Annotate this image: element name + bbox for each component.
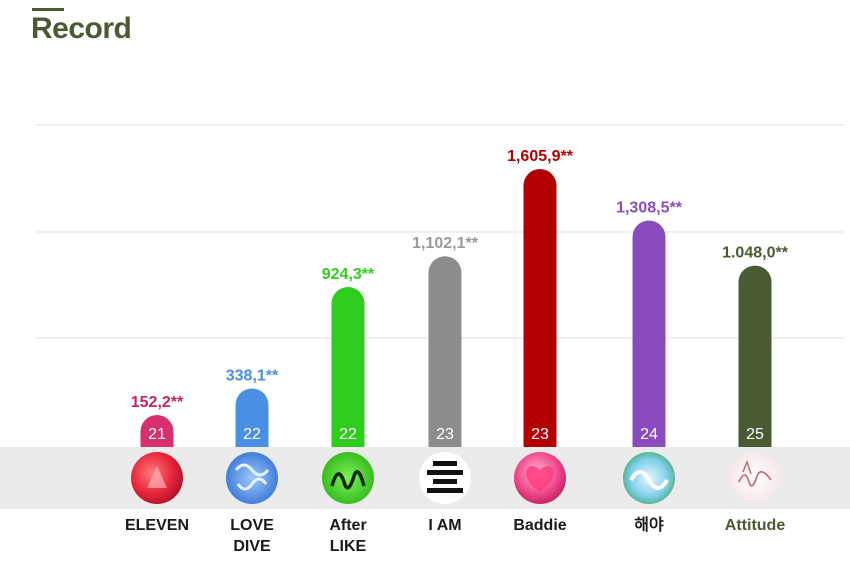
eleven-cover-icon (131, 452, 183, 504)
bar-number: 23 (436, 426, 454, 443)
bar-number: 22 (243, 426, 261, 443)
bar-number: 22 (339, 426, 357, 443)
category-label: Attitude (700, 515, 810, 536)
category-label-line: LIKE (329, 538, 367, 555)
haeya-cover-icon (623, 452, 675, 504)
bar (738, 265, 772, 447)
category-label: I AM (390, 515, 500, 536)
bar (331, 286, 365, 447)
category-label: Baddie (485, 515, 595, 536)
category-label-line: 해야 (634, 517, 664, 534)
value-label: 1,605,9** (507, 148, 574, 165)
bar (632, 220, 666, 447)
value-label: 338,1** (226, 367, 279, 384)
value-label: 1,308,5** (616, 199, 683, 216)
bar (523, 169, 557, 447)
category-label-line: I AM (428, 517, 462, 534)
category-label: LOVE DIVE (197, 515, 307, 557)
attitude-cover-icon (729, 452, 781, 504)
value-label: 924,3** (322, 266, 375, 283)
after-like-cover-icon (322, 452, 374, 504)
value-label: 1.048,0** (722, 245, 789, 262)
love-dive-cover-icon (226, 452, 278, 504)
category-label: 해야 (594, 515, 704, 536)
category-label-line: After (329, 517, 367, 534)
bar-number: 23 (531, 426, 549, 443)
bar-number: 25 (746, 426, 764, 443)
value-label: 152,2** (131, 394, 184, 411)
bar (428, 256, 462, 447)
category-label-line: Baddie (513, 517, 567, 534)
bar (235, 388, 269, 447)
category-label-line: ELEVEN (124, 517, 189, 534)
page-title: Record (31, 12, 132, 45)
bar-number: 21 (148, 426, 166, 443)
bar (140, 415, 174, 447)
baddie-cover-icon (514, 452, 566, 504)
category-label: After LIKE (293, 515, 403, 557)
category-label-line: DIVE (233, 538, 271, 555)
category-label-line: LOVE (230, 517, 274, 534)
i-am-cover-icon (419, 452, 471, 504)
category-label: ELEVEN (102, 515, 212, 536)
category-label-line: Attitude (724, 517, 786, 534)
value-label: 1,102,1** (412, 235, 479, 252)
title-rule (32, 8, 64, 11)
bar-number: 24 (640, 426, 658, 443)
